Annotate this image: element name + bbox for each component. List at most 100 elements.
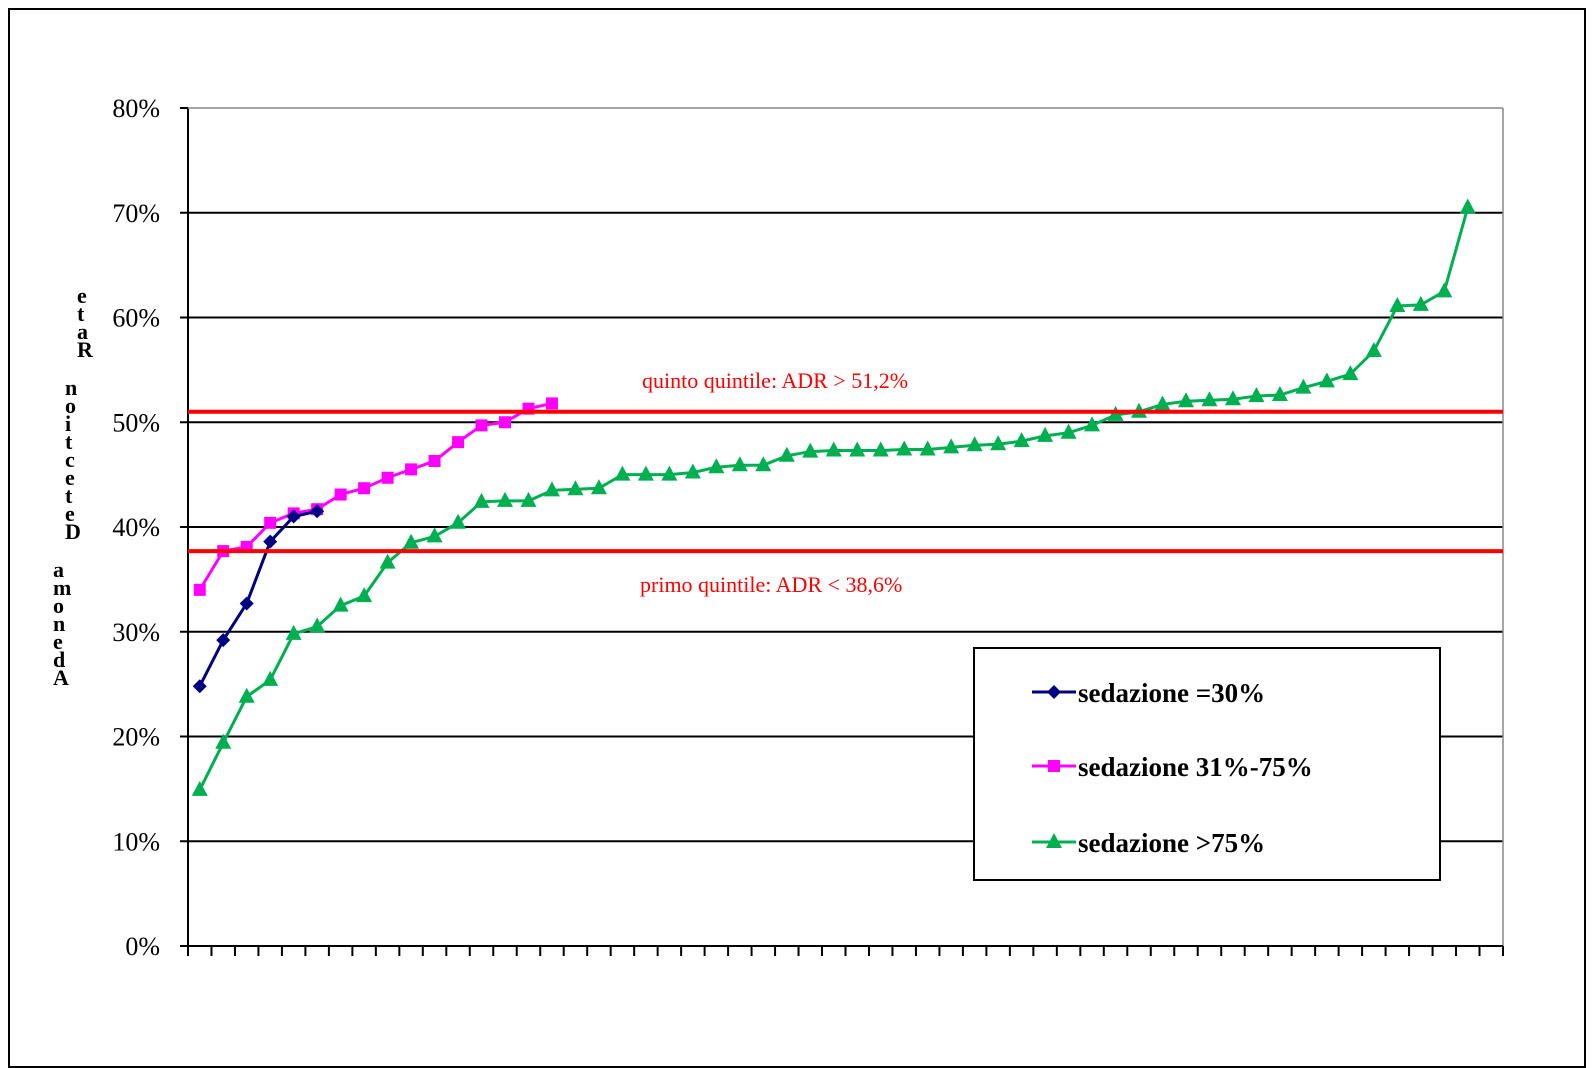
- data-point: [1436, 282, 1453, 298]
- data-point: [545, 397, 558, 410]
- y-axis-label-char: o: [53, 593, 64, 618]
- data-point: [334, 488, 347, 501]
- reference-lines: quinto quintile: ADR > 51,2% primo quint…: [188, 368, 1503, 597]
- primo-quintile-label: primo quintile: ADR < 38,6%: [640, 572, 902, 597]
- legend-entry: sedazione 31%-75%: [1032, 752, 1313, 782]
- legend-entry: sedazione >75%: [1032, 828, 1265, 858]
- data-point: [1013, 432, 1030, 448]
- data-point: [1060, 423, 1077, 439]
- y-axis-label-char: A: [53, 665, 69, 690]
- y-tick-label: 20%: [112, 723, 160, 752]
- data-point: [778, 446, 795, 462]
- y-axis-label-char: t: [65, 483, 73, 508]
- data-point: [473, 492, 490, 508]
- data-point: [990, 435, 1007, 451]
- data-point: [403, 533, 420, 549]
- data-point: [755, 456, 772, 472]
- y-axis-label-char: n: [53, 611, 65, 636]
- data-point: [661, 465, 678, 481]
- data-point: [1224, 390, 1241, 406]
- y-axis-label-char: e: [65, 501, 75, 526]
- series-line: [198, 509, 318, 687]
- y-tick-label: 70%: [112, 199, 160, 228]
- legend-entry: sedazione =30%: [1032, 678, 1265, 708]
- y-axis-label-char: t: [77, 301, 85, 326]
- y-axis-label-char: o: [65, 393, 76, 418]
- y-axis-label-char: e: [77, 283, 87, 308]
- data-point: [520, 491, 537, 507]
- y-axis-label-char: n: [65, 375, 77, 400]
- y-axis-label-char: m: [53, 575, 71, 600]
- legend-marker: [1046, 833, 1062, 848]
- legend-label: sedazione =30%: [1078, 678, 1265, 708]
- data-point: [896, 440, 913, 456]
- data-point: [264, 516, 277, 529]
- legend-label: sedazione 31%-75%: [1078, 752, 1313, 782]
- y-axis-label-char: t: [65, 429, 73, 454]
- data-point: [825, 441, 842, 457]
- legend-marker: [1048, 760, 1060, 772]
- data-point: [802, 442, 819, 458]
- y-tick-label: 30%: [112, 618, 160, 647]
- data-point: [426, 527, 443, 543]
- data-point: [497, 491, 514, 507]
- data-point: [966, 436, 983, 452]
- data-point: [358, 482, 371, 495]
- data-point: [192, 679, 207, 694]
- y-axis-label-char: a: [77, 319, 88, 344]
- data-point: [263, 534, 278, 549]
- data-point: [452, 436, 465, 449]
- data-point: [1318, 372, 1335, 388]
- quinto-quintile-label: quinto quintile: ADR > 51,2%: [642, 368, 908, 393]
- y-tick-label: 50%: [112, 408, 160, 437]
- data-point: [1154, 395, 1171, 411]
- y-tick-labels: 0% 10% 20% 30% 40% 50% 60% 70% 80%: [112, 94, 188, 961]
- y-axis-label-char: d: [53, 647, 65, 672]
- data-point: [428, 455, 441, 468]
- y-axis-label-char: a: [53, 557, 64, 582]
- data-point: [262, 670, 279, 686]
- data-point: [238, 687, 255, 703]
- data-point: [590, 479, 607, 495]
- data-point: [1084, 416, 1101, 432]
- data-point: [1177, 392, 1194, 408]
- y-tick-label: 40%: [112, 513, 160, 542]
- legend-label: sedazione >75%: [1078, 828, 1265, 858]
- series-diamond: [192, 504, 325, 694]
- data-point: [1271, 386, 1288, 402]
- series-triangle: [191, 198, 1476, 796]
- data-point: [1037, 426, 1054, 442]
- y-axis-label-char: R: [77, 337, 94, 362]
- y-tick-label: 10%: [112, 827, 160, 856]
- y-axis-label-char: e: [53, 629, 63, 654]
- y-axis-label-char: c: [65, 447, 75, 472]
- data-point: [332, 596, 349, 612]
- data-point: [310, 504, 325, 519]
- data-point: [405, 463, 418, 476]
- data-point: [191, 780, 208, 796]
- data-point: [919, 440, 936, 456]
- data-point: [1389, 296, 1406, 312]
- legend-marker: [1047, 685, 1061, 699]
- y-tick-label: 80%: [112, 94, 160, 123]
- data-point: [309, 617, 326, 633]
- data-point: [731, 456, 748, 472]
- data-point: [381, 471, 394, 484]
- data-point: [1459, 198, 1476, 214]
- data-point: [1248, 387, 1265, 403]
- data-point: [286, 509, 301, 524]
- data-point: [379, 553, 396, 569]
- series-line: [198, 401, 553, 591]
- y-tick-label: 60%: [112, 304, 160, 333]
- data-point: [543, 481, 560, 497]
- y-tick-label: 0%: [125, 932, 160, 961]
- data-point: [216, 633, 231, 648]
- series: [191, 198, 1476, 796]
- data-point: [475, 419, 488, 432]
- data-point: [1365, 342, 1382, 358]
- y-axis-label-char: e: [65, 465, 75, 490]
- x-tick-marks: [187, 946, 1504, 956]
- data-point: [684, 463, 701, 479]
